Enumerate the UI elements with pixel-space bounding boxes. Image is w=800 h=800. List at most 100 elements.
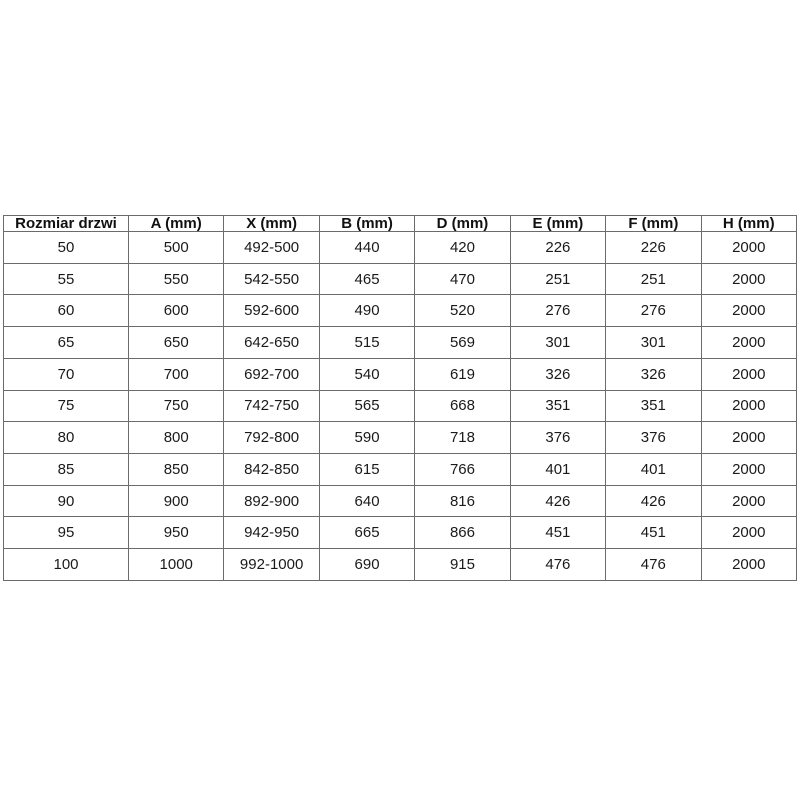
table-cell: 55: [3, 262, 129, 296]
door-size-table: Rozmiar drzwi A (mm) X (mm) B (mm) D (mm) E (…: [3, 215, 798, 581]
table-cell: 226: [509, 231, 607, 264]
table-cell: 500: [127, 231, 225, 264]
table-cell: 440: [318, 231, 416, 264]
table-cell: 100: [3, 548, 129, 581]
table-row: 65 650 642-650 515 569 301 301 2000: [3, 326, 798, 359]
table-cell: 850: [127, 453, 225, 486]
table-cell: 2000: [700, 294, 798, 328]
table-cell: 718: [414, 421, 511, 455]
table-cell: 650: [127, 326, 225, 359]
table-cell: 750: [127, 389, 225, 423]
table-cell: 565: [318, 389, 416, 423]
table-row: 50 500 492-500 440 420 226 226 2000: [3, 231, 798, 264]
column-header: F (mm): [605, 215, 702, 232]
table-row: 95 950 942-950 665 866 451 451 2000: [3, 516, 798, 550]
table-cell: 915: [414, 548, 511, 581]
table-row: 55 550 542-550 465 470 251 251 2000: [3, 262, 798, 296]
table-cell: 351: [605, 389, 702, 423]
table-cell: 276: [509, 294, 607, 328]
table-cell: 569: [414, 326, 511, 359]
table-row: 80 800 792-800 590 718 376 376 2000: [3, 421, 798, 455]
table-cell: 492-500: [223, 231, 320, 264]
table-cell: 665: [318, 516, 416, 550]
table-cell: 692-700: [223, 357, 320, 391]
table-cell: 426: [605, 484, 702, 518]
table-cell: 2000: [700, 484, 798, 518]
table-cell: 251: [605, 262, 702, 296]
table-cell: 950: [127, 516, 225, 550]
table-row: 100 1000 992-1000 690 915 476 476 2000: [3, 548, 798, 581]
table-cell: 50: [3, 231, 129, 264]
table-cell: 992-1000: [223, 548, 320, 581]
table-cell: 2000: [700, 231, 798, 264]
table-cell: 640: [318, 484, 416, 518]
table-cell: 2000: [700, 453, 798, 486]
table-row: 90 900 892-900 640 816 426 426 2000: [3, 484, 798, 518]
table-cell: 690: [318, 548, 416, 581]
table-cell: 642-650: [223, 326, 320, 359]
column-header: E (mm): [509, 215, 607, 232]
table-cell: 276: [605, 294, 702, 328]
table-cell: 75: [3, 389, 129, 423]
table-cell: 301: [605, 326, 702, 359]
table-cell: 515: [318, 326, 416, 359]
table-cell: 550: [127, 262, 225, 296]
table-cell: 1000: [127, 548, 225, 581]
table-cell: 95: [3, 516, 129, 550]
table-cell: 476: [605, 548, 702, 581]
table-cell: 542-550: [223, 262, 320, 296]
table-cell: 742-750: [223, 389, 320, 423]
table-cell: 668: [414, 389, 511, 423]
column-header: X (mm): [223, 215, 320, 232]
table-cell: 792-800: [223, 421, 320, 455]
column-header: B (mm): [318, 215, 416, 232]
table-cell: 615: [318, 453, 416, 486]
table-cell: 766: [414, 453, 511, 486]
table-cell: 520: [414, 294, 511, 328]
table-cell: 942-950: [223, 516, 320, 550]
table-cell: 800: [127, 421, 225, 455]
table-cell: 60: [3, 294, 129, 328]
table-cell: 590: [318, 421, 416, 455]
table-cell: 2000: [700, 389, 798, 423]
table-body: 50 500 492-500 440 420 226 226 2000 55 550 542-550…: [3, 231, 798, 581]
table-cell: 376: [509, 421, 607, 455]
table-cell: 866: [414, 516, 511, 550]
table-row: 60 600 592-600 490 520 276 276 2000: [3, 294, 798, 328]
column-header: D (mm): [414, 215, 511, 232]
table-row: 85 850 842-850 615 766 401 401 2000: [3, 453, 798, 486]
column-header: A (mm): [127, 215, 225, 232]
table-cell: 842-850: [223, 453, 320, 486]
table-cell: 476: [509, 548, 607, 581]
table-cell: 90: [3, 484, 129, 518]
table-cell: 80: [3, 421, 129, 455]
table-cell: 619: [414, 357, 511, 391]
table-cell: 326: [605, 357, 702, 391]
table-cell: 401: [509, 453, 607, 486]
table-cell: 251: [509, 262, 607, 296]
table-cell: 892-900: [223, 484, 320, 518]
table-cell: 2000: [700, 357, 798, 391]
table-row: 75 750 742-750 565 668 351 351 2000: [3, 389, 798, 423]
table-cell: 85: [3, 453, 129, 486]
table-cell: 426: [509, 484, 607, 518]
table-cell: 470: [414, 262, 511, 296]
table-cell: 700: [127, 357, 225, 391]
table-header-row: Rozmiar drzwi A (mm) X (mm) B (mm) D (mm) E (…: [3, 215, 798, 232]
table-cell: 600: [127, 294, 225, 328]
table-cell: 301: [509, 326, 607, 359]
table-cell: 326: [509, 357, 607, 391]
table-cell: 351: [509, 389, 607, 423]
table-cell: 2000: [700, 421, 798, 455]
table-cell: 592-600: [223, 294, 320, 328]
table-cell: 451: [509, 516, 607, 550]
table-cell: 2000: [700, 516, 798, 550]
table-cell: 451: [605, 516, 702, 550]
column-header: Rozmiar drzwi: [3, 215, 129, 232]
table-cell: 376: [605, 421, 702, 455]
table-cell: 401: [605, 453, 702, 486]
table-cell: 2000: [700, 326, 798, 359]
table-cell: 540: [318, 357, 416, 391]
table-row: 70 700 692-700 540 619 326 326 2000: [3, 357, 798, 391]
